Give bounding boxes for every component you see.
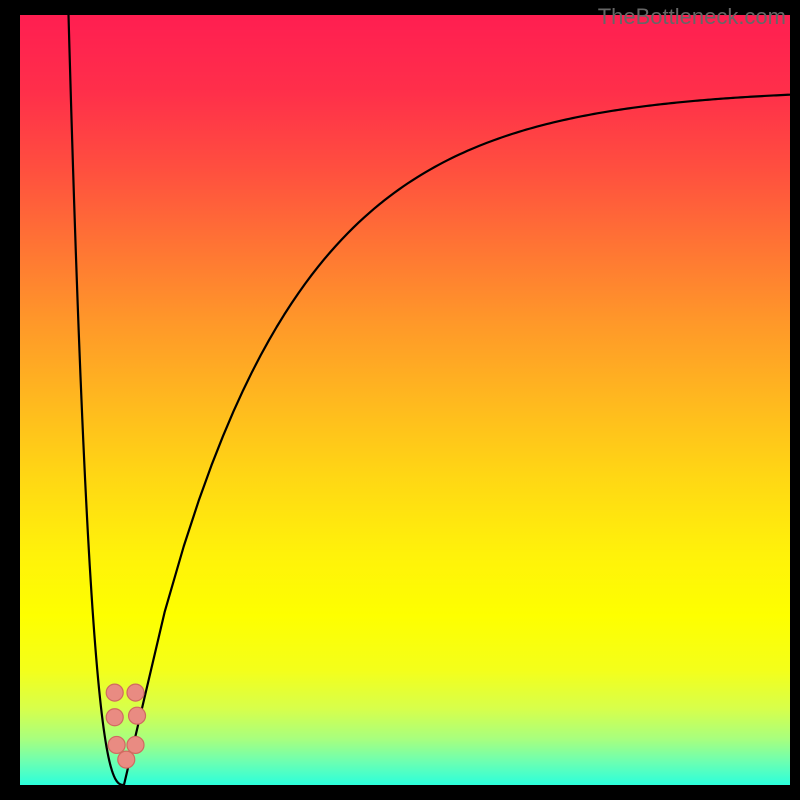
chart-container: TheBottleneck.com — [0, 0, 800, 800]
data-marker — [127, 684, 144, 701]
data-marker — [106, 684, 123, 701]
watermark-text: TheBottleneck.com — [598, 4, 786, 30]
data-marker — [106, 709, 123, 726]
marker-group — [106, 684, 145, 768]
chart-svg — [0, 0, 800, 800]
bottleneck-curve — [69, 15, 790, 785]
data-marker — [108, 736, 125, 753]
data-marker — [129, 707, 146, 724]
data-marker — [127, 736, 144, 753]
data-marker — [118, 751, 135, 768]
